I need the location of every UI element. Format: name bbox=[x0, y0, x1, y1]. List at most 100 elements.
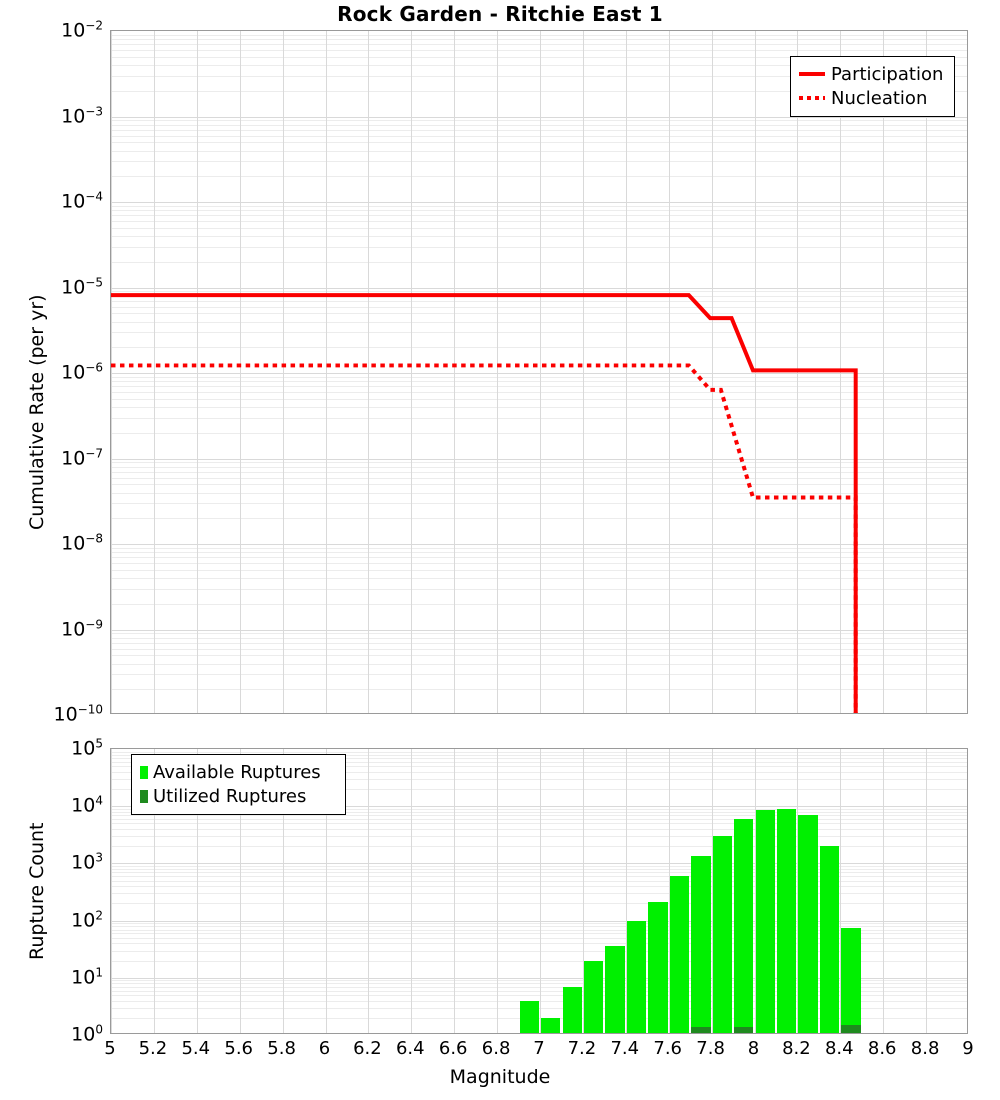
bar-utilized bbox=[734, 1026, 754, 1033]
gridline-horizontal bbox=[111, 663, 967, 665]
gridline-vertical bbox=[497, 749, 499, 1033]
bar-available bbox=[605, 946, 625, 1033]
curve-legend: Participation Nucleation bbox=[790, 56, 955, 117]
gridline-horizontal bbox=[111, 90, 967, 92]
gridline-horizontal bbox=[111, 503, 967, 505]
gridline-vertical bbox=[454, 31, 456, 713]
gridline-horizontal bbox=[111, 674, 967, 676]
gridline-horizontal bbox=[111, 557, 967, 559]
gridline-horizontal bbox=[111, 929, 967, 931]
bar-available bbox=[583, 960, 604, 1033]
bar-available bbox=[626, 921, 647, 1033]
gridline-horizontal bbox=[111, 332, 967, 334]
y-tick-label: 10−5 bbox=[61, 274, 103, 299]
x-tick-label: 6.6 bbox=[438, 1038, 468, 1059]
gridline-vertical bbox=[883, 749, 885, 1033]
bar-available bbox=[734, 818, 754, 1033]
x-tick-label: 5 bbox=[104, 1038, 116, 1059]
gridline-horizontal bbox=[111, 205, 967, 207]
gridline-horizontal bbox=[111, 983, 967, 985]
gridline-vertical bbox=[497, 31, 499, 713]
gridline-vertical bbox=[883, 31, 885, 713]
gridline-horizontal bbox=[111, 1000, 967, 1002]
gridline-vertical bbox=[926, 749, 928, 1033]
gridline-horizontal bbox=[111, 261, 967, 263]
gridline-horizontal bbox=[111, 933, 967, 935]
gridline-vertical bbox=[325, 31, 327, 713]
gridline-horizontal bbox=[111, 806, 967, 808]
gridline-horizontal bbox=[111, 150, 967, 152]
gridline-vertical bbox=[711, 31, 713, 713]
bar-legend: Available Ruptures Utilized Ruptures bbox=[131, 754, 346, 815]
legend-item-available: Available Ruptures bbox=[140, 760, 337, 784]
gridline-vertical bbox=[153, 749, 155, 1033]
gridline-vertical bbox=[926, 31, 928, 713]
gridline-horizontal bbox=[111, 75, 967, 77]
gridline-horizontal bbox=[111, 116, 967, 118]
bar-available bbox=[562, 986, 582, 1033]
y-tick-label: 103 bbox=[71, 850, 103, 875]
gridline-horizontal bbox=[111, 637, 967, 639]
gridline-vertical bbox=[582, 31, 584, 713]
gridline-horizontal bbox=[111, 778, 967, 780]
gridline-horizontal bbox=[111, 950, 967, 952]
legend-item-participation: Participation bbox=[799, 62, 946, 86]
y-tick-label: 105 bbox=[71, 736, 103, 760]
top-grid bbox=[111, 31, 967, 713]
gridline-vertical bbox=[582, 749, 584, 1033]
y-tick-label: 10−4 bbox=[61, 189, 103, 213]
gridline-vertical bbox=[368, 749, 370, 1033]
gridline-horizontal bbox=[111, 291, 967, 293]
gridline-vertical bbox=[668, 749, 670, 1033]
x-tick-label: 8.4 bbox=[824, 1038, 854, 1059]
gridline-horizontal bbox=[111, 129, 967, 131]
gridline-horizontal bbox=[111, 376, 967, 378]
gridline-horizontal bbox=[111, 1017, 967, 1019]
gridline-horizontal bbox=[111, 823, 967, 825]
gridline-horizontal bbox=[111, 215, 967, 217]
bar-available bbox=[841, 927, 861, 1033]
gridline-horizontal bbox=[111, 766, 967, 768]
x-tick-label: 6.8 bbox=[481, 1038, 511, 1059]
dotted-line-icon bbox=[799, 96, 825, 100]
x-tick-label: 6 bbox=[318, 1038, 331, 1059]
gridline-vertical bbox=[797, 749, 799, 1033]
gridline-horizontal bbox=[111, 135, 967, 137]
gridline-horizontal bbox=[111, 876, 967, 878]
bar-available bbox=[648, 902, 668, 1033]
gridline-horizontal bbox=[111, 466, 967, 468]
legend-item-utilized: Utilized Ruptures bbox=[140, 784, 337, 808]
gridline-horizontal bbox=[111, 771, 967, 773]
gridline-horizontal bbox=[111, 124, 967, 126]
gridline-horizontal bbox=[111, 886, 967, 888]
gridline-horizontal bbox=[111, 65, 967, 66]
y-tick-label: 10−10 bbox=[53, 702, 103, 726]
gridline-horizontal bbox=[111, 846, 967, 848]
x-tick-label: 6.4 bbox=[395, 1038, 425, 1059]
gridline-horizontal bbox=[111, 492, 967, 494]
gridline-vertical bbox=[282, 749, 284, 1033]
rupture-bars bbox=[111, 749, 967, 1033]
gridline-horizontal bbox=[111, 1007, 967, 1009]
gridline-horizontal bbox=[111, 578, 967, 579]
bar-available bbox=[776, 808, 797, 1033]
gridline-horizontal bbox=[111, 818, 967, 820]
gridline-horizontal bbox=[111, 754, 967, 756]
gridline-horizontal bbox=[111, 829, 967, 830]
bar-available bbox=[691, 855, 711, 1033]
gridline-vertical bbox=[411, 31, 413, 713]
gridline-horizontal bbox=[111, 458, 967, 460]
gridline-horizontal bbox=[111, 977, 967, 979]
gridline-horizontal bbox=[111, 923, 967, 925]
x-tick-label: 7.8 bbox=[696, 1038, 725, 1059]
gridline-horizontal bbox=[111, 347, 967, 349]
gridline-horizontal bbox=[111, 518, 967, 520]
legend-label: Nucleation bbox=[831, 87, 928, 109]
gridline-vertical bbox=[625, 749, 627, 1033]
gridline-vertical bbox=[840, 749, 842, 1033]
gridline-horizontal bbox=[111, 815, 967, 817]
x-tick-label: 6.2 bbox=[353, 1038, 382, 1059]
gridline-horizontal bbox=[111, 960, 967, 962]
gridline-vertical bbox=[196, 31, 198, 713]
